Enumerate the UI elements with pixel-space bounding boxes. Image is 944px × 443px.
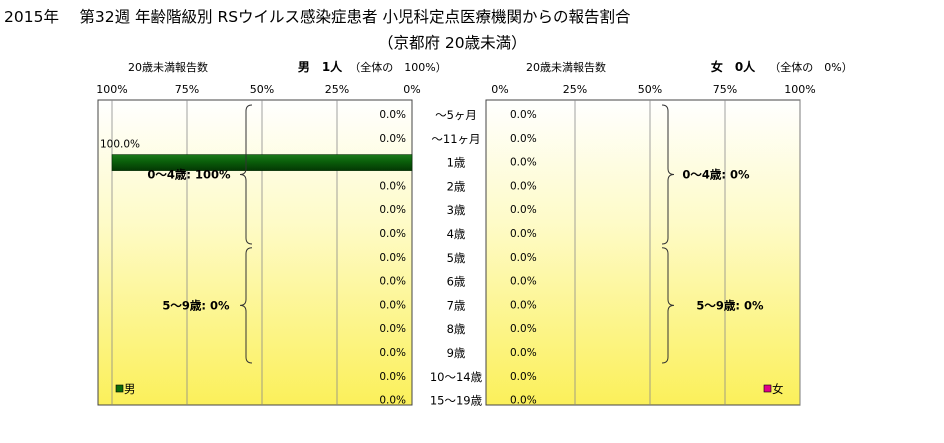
female-value-label: 0.0% [510,204,537,216]
female-group-label-0-4: 0～4歳: 0% [682,168,750,182]
category-label: 2歳 [447,179,466,193]
right-axis-caption: 20歳未満報告数 [526,61,606,74]
female-value-label: 0.0% [510,323,537,335]
female-bracket-5-9 [661,247,675,364]
right-tick-label: 0% [491,83,508,96]
left-tick-label: 0% [403,83,420,96]
female-value-label: 0.0% [510,228,537,240]
male-value-label: 0.0% [379,228,406,240]
male-value-label: 0.0% [379,395,406,407]
male-value-label: 0.0% [379,133,406,145]
left-tick-label: 100% [96,83,127,96]
male-value-label: 0.0% [379,323,406,335]
female-value-label: 0.0% [510,395,537,407]
category-label: 4歳 [447,227,466,241]
category-label: 5歳 [447,251,466,265]
male-value-label: 0.0% [379,299,406,311]
male-value-label: 0.0% [379,204,406,216]
female-header-label: 女 0人 [711,59,756,74]
category-label: 7歳 [447,298,466,312]
right-tick-label: 100% [784,83,815,96]
male-header-label: 男 1人 [298,59,343,74]
right-tick-label: 50% [638,83,662,96]
left-plot-area [97,99,413,406]
category-label: 8歳 [447,322,466,336]
right-plot-area [485,99,801,406]
female-value-label: 0.0% [510,252,537,264]
category-label: ～11ヶ月 [431,132,480,146]
female-bracket-0-4 [661,104,675,245]
right-tick-label: 25% [563,83,587,96]
female-value-label: 0.0% [510,347,537,359]
male-value-label: 0.0% [379,276,406,288]
male-legend-label: 男 [124,382,136,396]
female-value-label: 0.0% [510,276,537,288]
male-bracket-5-9 [239,247,253,364]
right-tick-label: 75% [713,83,737,96]
male-value-label: 0.0% [379,109,406,121]
male-bar [111,154,413,171]
category-label: 6歳 [447,275,466,289]
chart-subtitle: （京都府 20歳未満） [378,34,527,52]
left-tick-label: 50% [250,83,274,96]
male-value-label: 100.0% [100,139,140,151]
male-value-label: 0.0% [379,347,406,359]
chart-title: 2015年 第32週 年齢階級別 RSウイルス感染症患者 小児科定点医療機関から… [4,8,631,26]
female-total-label: （全体の 0%） [769,60,852,74]
female-value-label: 0.0% [510,133,537,145]
male-bracket-0-4 [239,104,253,245]
female-value-label: 0.0% [510,109,537,121]
category-label: 9歳 [447,346,466,360]
female-value-label: 0.0% [510,180,537,192]
left-tick-label: 75% [175,83,199,96]
female-value-label: 0.0% [510,371,537,383]
female-legend-label: 女 [772,382,784,396]
category-label: ～5ヶ月 [435,108,477,122]
male-group-label-5-9: 5～9歳: 0% [162,298,230,312]
category-label: 10～14歳 [430,370,483,384]
left-tick-label: 25% [325,83,349,96]
male-legend-swatch [115,384,124,393]
female-group-label-5-9: 5～9歳: 0% [696,298,764,312]
male-group-label-0-4: 0～4歳: 100% [147,168,231,182]
female-legend-swatch [763,384,772,393]
male-total-label: （全体の 100%） [349,60,446,74]
male-value-label: 0.0% [379,371,406,383]
category-label: 15～19歳 [430,394,483,408]
left-axis-caption: 20歳未満報告数 [128,61,208,74]
category-label: 1歳 [447,156,466,170]
category-label: 3歳 [447,203,466,217]
female-value-label: 0.0% [510,157,537,169]
male-value-label: 0.0% [379,252,406,264]
female-value-label: 0.0% [510,299,537,311]
male-value-label: 0.0% [379,180,406,192]
